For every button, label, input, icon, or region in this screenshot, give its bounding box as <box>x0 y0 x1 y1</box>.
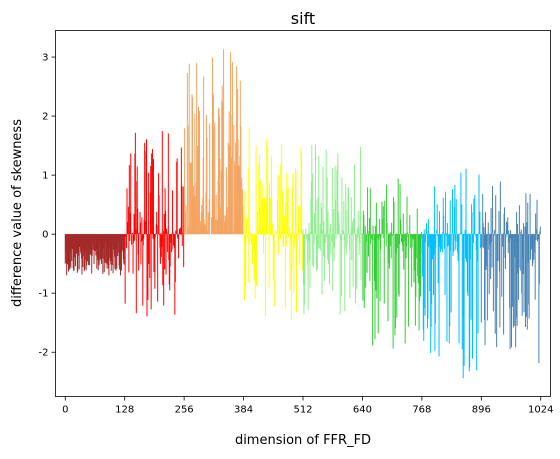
x-tick-label: 896 <box>472 405 491 416</box>
y-tick-label: -2 <box>39 348 49 359</box>
series-group <box>421 168 482 379</box>
x-tick-label: 768 <box>412 405 431 416</box>
x-tick-label: 640 <box>353 405 372 416</box>
series-group <box>361 178 422 349</box>
x-tick-label: 256 <box>175 405 194 416</box>
y-tick-label: 3 <box>42 53 48 64</box>
series-group <box>124 131 185 317</box>
series-group <box>480 181 541 364</box>
series-group <box>183 49 244 235</box>
series-group <box>302 144 363 315</box>
x-tick-label: 0 <box>62 405 68 416</box>
series-group <box>243 127 304 320</box>
series-group <box>64 234 125 276</box>
x-axis-label: dimension of FFR_FD <box>235 433 371 448</box>
y-axis-ticks: 3 2 1 0 -1 -2 <box>39 53 56 359</box>
x-axis-ticks: 0 128 256 384 512 640 768 896 1024 <box>62 396 553 416</box>
x-tick-label: 128 <box>115 405 134 416</box>
y-tick-label: 2 <box>42 112 48 123</box>
x-tick-label: 512 <box>293 405 312 416</box>
x-tick-label: 1024 <box>528 405 553 416</box>
chart-title: sift <box>291 9 315 28</box>
y-tick-label: 1 <box>42 171 48 182</box>
x-tick-label: 384 <box>234 405 253 416</box>
bars-group <box>64 49 541 379</box>
y-tick-label: 0 <box>42 230 48 241</box>
y-tick-label: -1 <box>39 289 49 300</box>
y-axis-label: difference value of skewness <box>10 119 25 307</box>
